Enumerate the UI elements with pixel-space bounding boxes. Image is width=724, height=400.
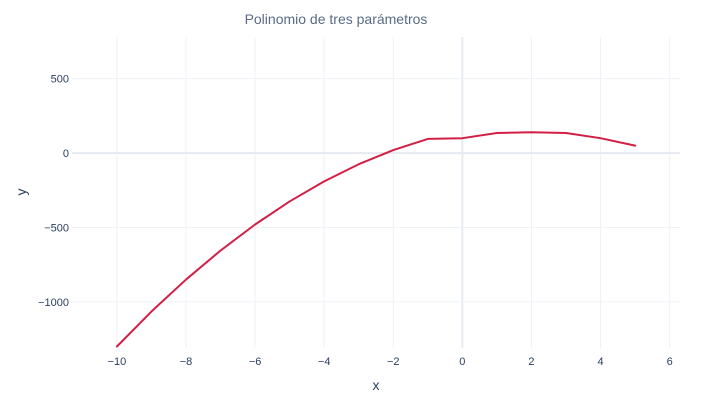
x-axis-title: x — [373, 377, 380, 393]
x-tick-label: −10 — [108, 356, 127, 368]
x-tick-label: −4 — [318, 356, 331, 368]
x-tick-label: 4 — [597, 356, 603, 368]
x-tick-label: −8 — [180, 356, 193, 368]
y-axis-title: y — [13, 189, 29, 196]
y-tick-label: 0 — [63, 148, 69, 160]
x-tick-label: 6 — [667, 356, 673, 368]
x-axis-ticks: −10 −8 −6 −4 −2 0 2 4 6 — [108, 356, 673, 368]
x-tick-label: 0 — [459, 356, 465, 368]
x-tick-label: −6 — [249, 356, 262, 368]
grid — [72, 37, 680, 348]
y-tick-label: 500 — [51, 74, 69, 86]
x-tick-label: 2 — [528, 356, 534, 368]
plot-area — [115, 131, 637, 348]
y-tick-label: −1000 — [38, 297, 69, 309]
y-tick-label: −500 — [44, 222, 69, 234]
y-axis-ticks: 500 0 −500 −1000 — [38, 74, 69, 309]
series-line — [115, 131, 637, 348]
x-tick-label: −2 — [387, 356, 400, 368]
chart-title: Polinomio de tres parámetros — [245, 11, 428, 27]
